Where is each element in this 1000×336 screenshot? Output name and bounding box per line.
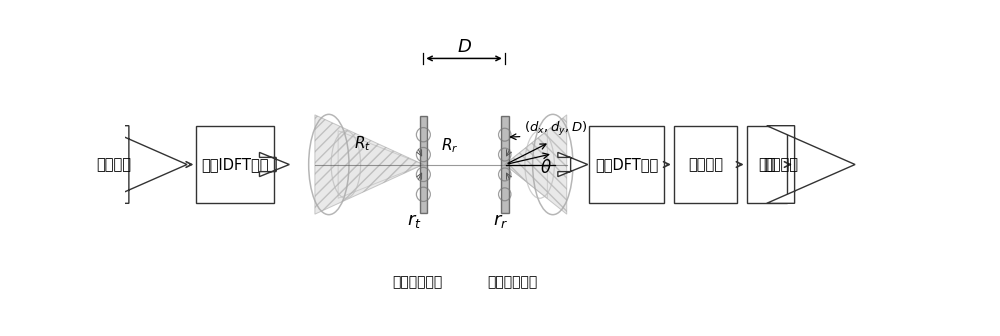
Polygon shape: [99, 126, 187, 203]
Text: 判决: 判决: [758, 157, 775, 172]
Text: 恢复信号: 恢复信号: [688, 157, 723, 172]
Bar: [196, 126, 274, 203]
Text: $R_t$: $R_t$: [354, 134, 371, 153]
Text: $r_t$: $r_t$: [407, 212, 421, 230]
Polygon shape: [259, 153, 289, 177]
Text: $\theta$: $\theta$: [540, 159, 552, 177]
Text: $D$: $D$: [457, 38, 472, 56]
Polygon shape: [338, 131, 423, 198]
Text: $r_r$: $r_r$: [493, 212, 508, 230]
Text: 发射线圈阵列: 发射线圈阵列: [392, 275, 442, 289]
Text: 接收线圈阵列: 接收线圈阵列: [487, 275, 538, 289]
Polygon shape: [767, 126, 855, 203]
Polygon shape: [315, 115, 423, 214]
Bar: [589, 126, 664, 203]
Text: 输出信号: 输出信号: [763, 157, 798, 172]
Polygon shape: [505, 115, 567, 214]
Bar: [501, 116, 509, 213]
Text: 输入信号: 输入信号: [96, 157, 131, 172]
Bar: [420, 116, 427, 213]
Bar: [747, 126, 787, 203]
Polygon shape: [558, 153, 588, 177]
Text: $(d_x, d_y, D)$: $(d_x, d_y, D)$: [524, 120, 588, 138]
Text: 单位DFT变换: 单位DFT变换: [595, 157, 658, 172]
Text: 单位IDFT变换: 单位IDFT变换: [201, 157, 269, 172]
Polygon shape: [505, 131, 547, 198]
Bar: [674, 126, 737, 203]
Text: $R_r$: $R_r$: [441, 136, 459, 155]
